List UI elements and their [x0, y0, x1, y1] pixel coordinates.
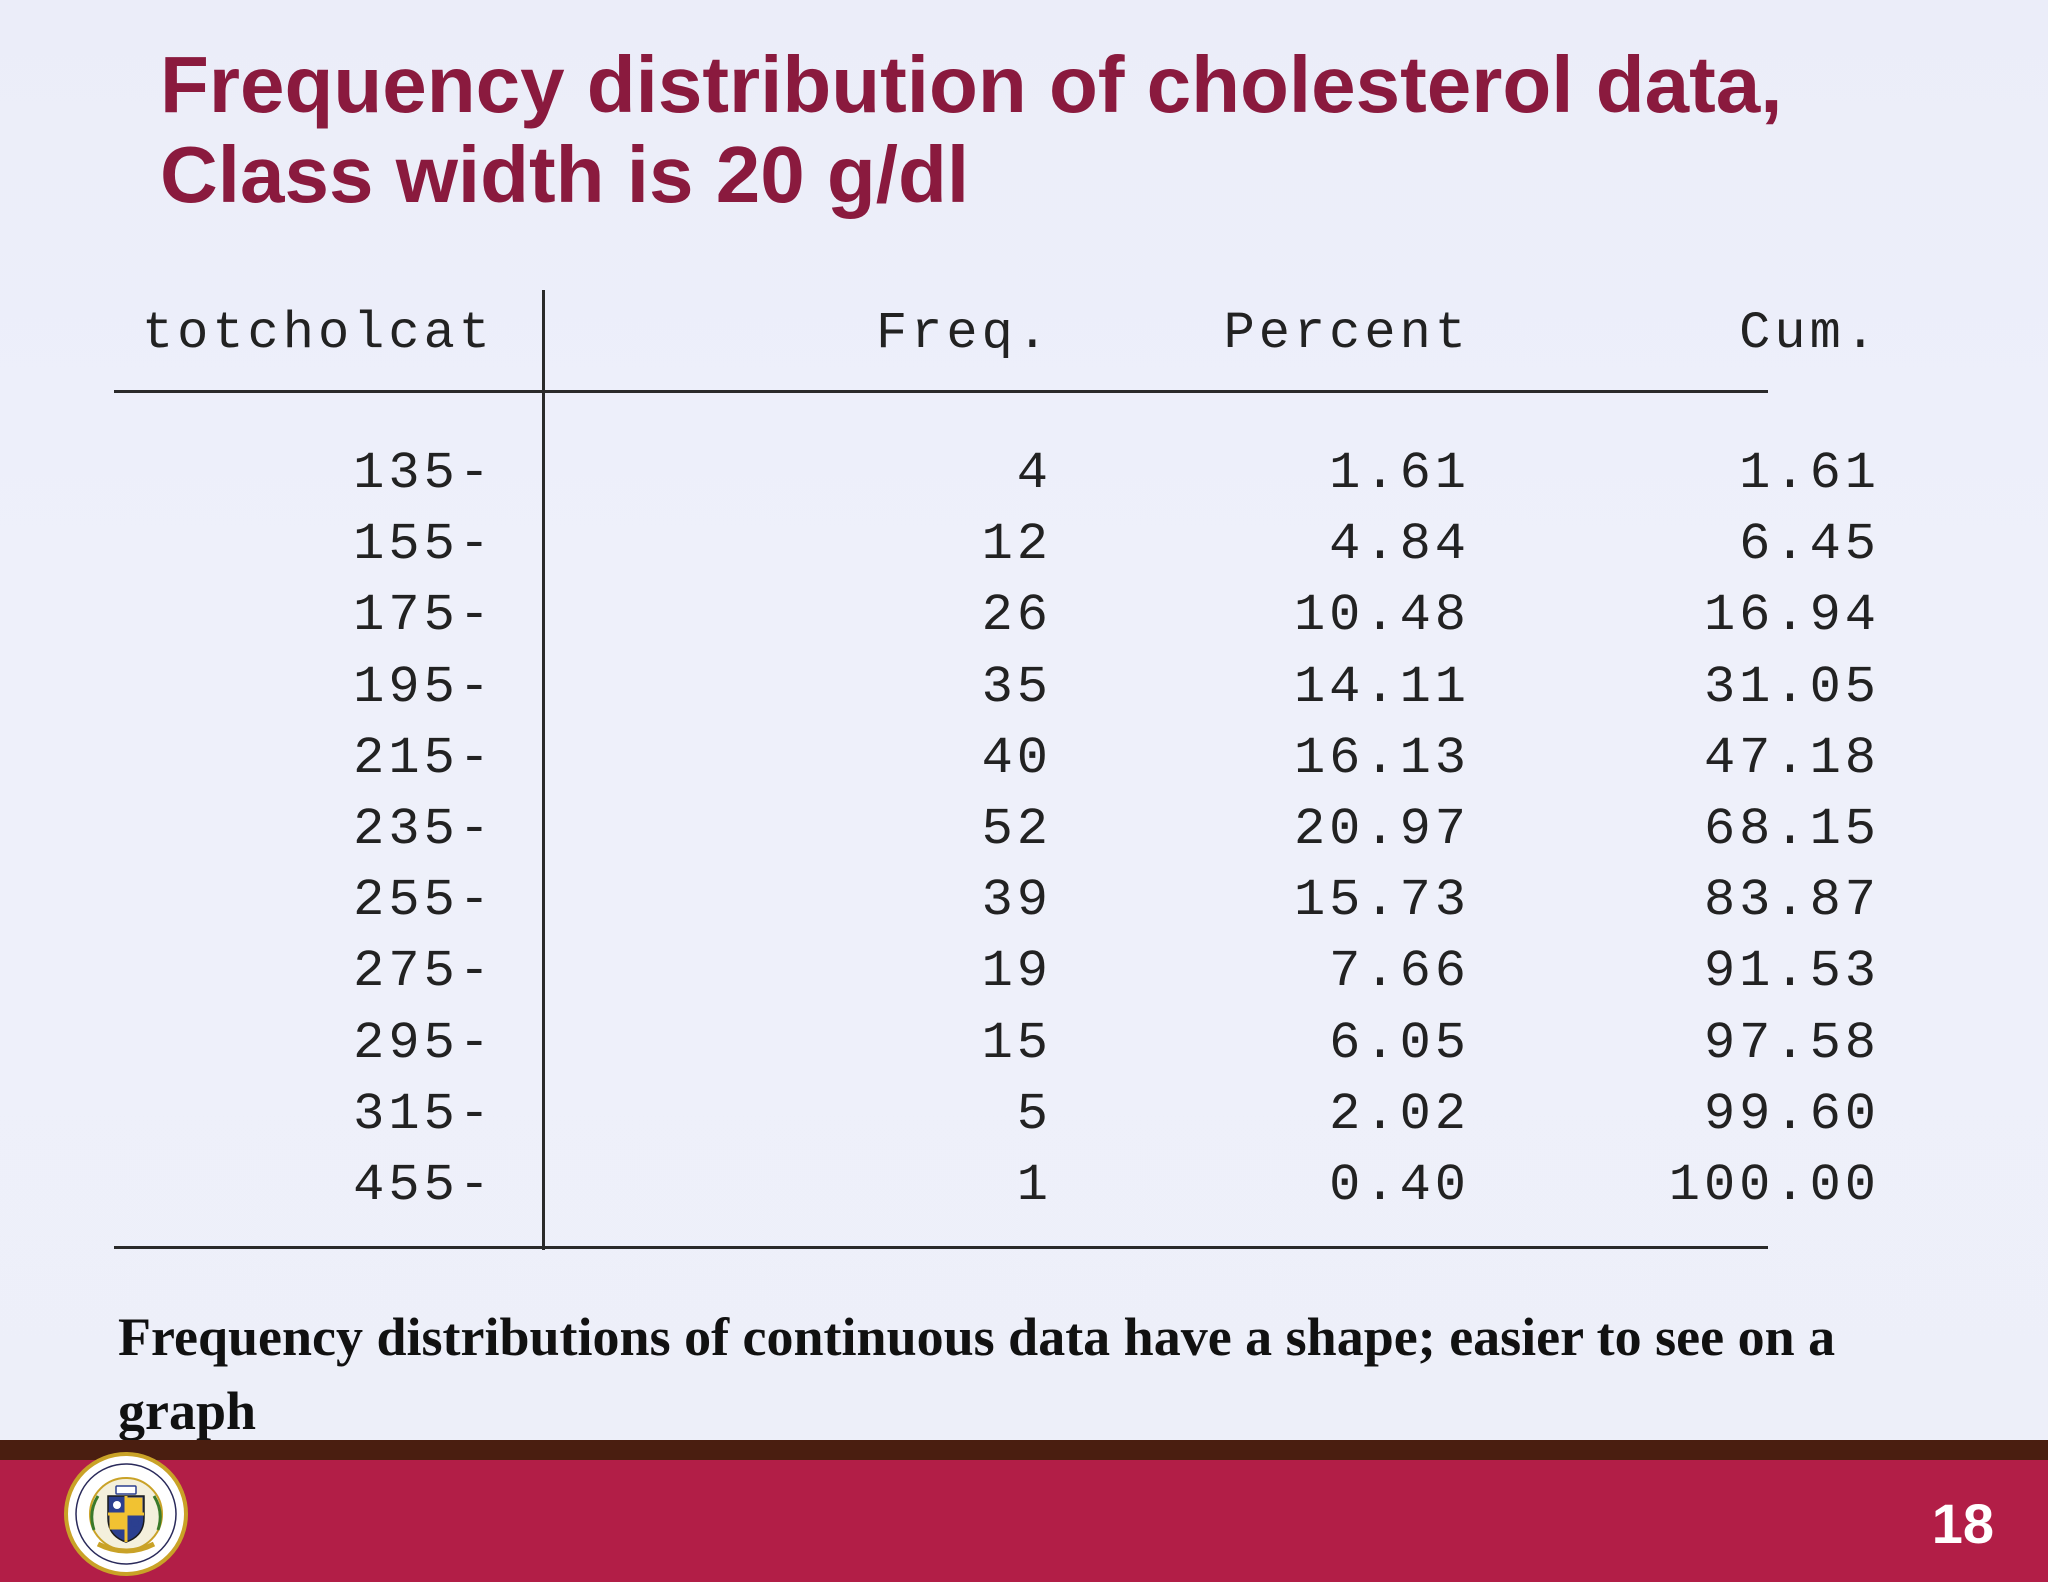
table-cell-percent: 7.66 [1329, 942, 1470, 1002]
column-header-cum: Cum. [1739, 304, 1880, 363]
table-cell-freq: 26 [981, 586, 1052, 646]
table-cell-cum: 31.05 [1703, 657, 1880, 717]
table-cell-freq: 19 [981, 942, 1052, 1002]
footer-band [0, 1440, 2048, 1582]
table-cell-cum: 1.61 [1739, 444, 1880, 503]
slide-title: Frequency distribution of cholesterol da… [160, 40, 1980, 220]
table-cell-category: 275- [353, 942, 494, 1002]
table-cell-category: 315- [353, 1084, 494, 1144]
header-rule [114, 390, 1768, 393]
table-cell-cum: 83.87 [1703, 871, 1880, 931]
table-cell-category: 455- [353, 1156, 494, 1215]
table-cell-cum: 47.18 [1703, 728, 1880, 788]
table-cell-percent: 15.73 [1293, 871, 1470, 931]
column-divider [542, 290, 545, 1250]
table-cell-freq: 1 [1016, 1156, 1052, 1215]
slide-title-line-1: Frequency distribution of cholesterol da… [160, 40, 1783, 129]
table-cell-percent: 14.11 [1293, 657, 1470, 717]
table-cell-percent: 0.40 [1329, 1156, 1470, 1215]
table-cell-category: 135- [353, 444, 494, 503]
table-cell-category: 235- [353, 800, 494, 859]
table-cell-freq: 35 [981, 657, 1052, 717]
table-cell-category: 255- [353, 871, 494, 931]
slide-title-line-2: Class width is 20 g/dl [160, 130, 970, 219]
table-cell-category: 215- [353, 728, 494, 788]
slide-caption: Frequency distributions of continuous da… [118, 1307, 1836, 1441]
table-cell-cum: 99.60 [1703, 1084, 1880, 1144]
table-cell-cum: 68.15 [1703, 800, 1880, 859]
table-cell-percent: 1.61 [1329, 444, 1470, 503]
table-cell-category: 175- [353, 586, 494, 646]
table-cell-freq: 5 [1016, 1084, 1052, 1144]
university-seal-icon [64, 1452, 188, 1576]
table-cell-freq: 40 [981, 728, 1052, 788]
table-cell-category: 195- [353, 657, 494, 717]
bottom-rule [114, 1246, 1768, 1249]
table-cell-freq: 39 [981, 871, 1052, 931]
table-cell-freq: 4 [1016, 444, 1052, 503]
table-cell-cum: 97.58 [1703, 1013, 1880, 1073]
table-cell-percent: 16.13 [1293, 728, 1470, 788]
table-cell-freq: 12 [981, 515, 1052, 575]
frequency-table: totcholcat Freq. Percent Cum. 135- 4 1.61 1.61 1… [114, 290, 1876, 1250]
table-cell-percent: 4.84 [1329, 515, 1470, 575]
table-cell-cum: 16.94 [1703, 586, 1880, 646]
table-cell-percent: 10.48 [1293, 586, 1470, 646]
table-cell-freq: 15 [981, 1013, 1052, 1073]
table-cell-category: 295- [353, 1013, 494, 1073]
page-number: 18 [1931, 1492, 1994, 1555]
table-cell-cum: 6.45 [1739, 515, 1880, 575]
table-cell-cum: 100.00 [1668, 1156, 1880, 1215]
table-cell-percent: 20.97 [1293, 800, 1470, 859]
table-cell-category: 155- [353, 515, 494, 575]
footer-band-edge [0, 1440, 2048, 1460]
column-header-freq: Freq. [875, 304, 1052, 363]
table-cell-percent: 6.05 [1329, 1013, 1470, 1073]
column-header-percent: Percent [1223, 304, 1470, 363]
table-cell-cum: 91.53 [1703, 942, 1880, 1002]
table-cell-freq: 52 [981, 800, 1052, 859]
table-cell-percent: 2.02 [1329, 1084, 1470, 1144]
column-header-category: totcholcat [141, 304, 494, 363]
